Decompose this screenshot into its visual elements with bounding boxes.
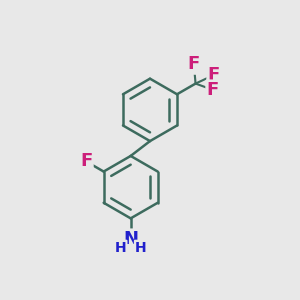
Text: F: F (207, 81, 219, 99)
Text: F: F (188, 55, 200, 73)
Text: F: F (80, 152, 92, 170)
Text: H: H (135, 241, 147, 255)
Text: N: N (123, 230, 138, 248)
Text: H: H (115, 241, 126, 255)
Text: F: F (208, 66, 220, 84)
